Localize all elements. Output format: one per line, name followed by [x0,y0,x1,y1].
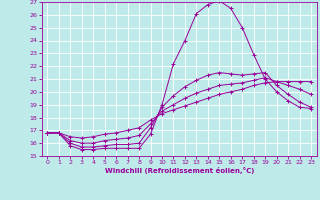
X-axis label: Windchill (Refroidissement éolien,°C): Windchill (Refroidissement éolien,°C) [105,167,254,174]
